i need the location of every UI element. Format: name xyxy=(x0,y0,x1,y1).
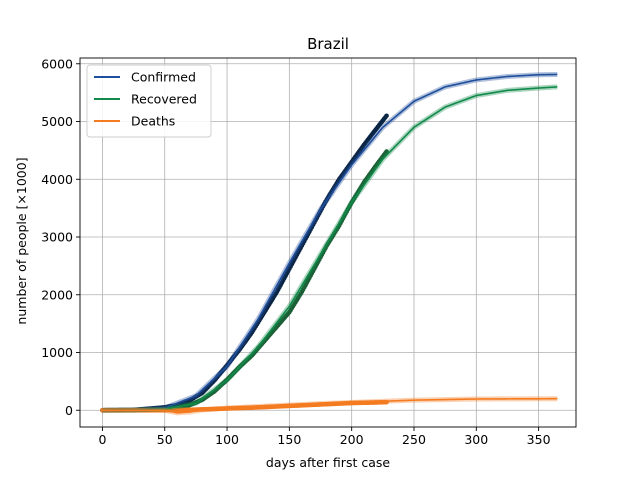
x-tick-label: 250 xyxy=(402,432,426,447)
x-axis-label: days after first case xyxy=(266,455,390,470)
series-line-confirmed xyxy=(102,73,558,412)
series-line-deaths xyxy=(102,397,558,414)
legend-box xyxy=(86,64,212,138)
data-layer xyxy=(100,71,558,416)
x-tick-label: 0 xyxy=(98,432,106,447)
x-tick-label: 200 xyxy=(340,432,364,447)
y-tick-label: 1000 xyxy=(41,345,73,360)
legend-label-confirmed: Confirmed xyxy=(131,70,196,85)
x-tick-label: 150 xyxy=(277,432,301,447)
y-tick-label: 4000 xyxy=(41,172,73,187)
series-line-recovered xyxy=(102,86,558,412)
x-tick-label: 100 xyxy=(215,432,239,447)
x-tick-label: 50 xyxy=(157,432,173,447)
legend-label-deaths: Deaths xyxy=(131,114,175,129)
x-tick-label: 300 xyxy=(464,432,488,447)
axes-frame xyxy=(79,57,577,428)
legend-label-recovered: Recovered xyxy=(131,92,197,107)
y-tick-label: 6000 xyxy=(41,56,73,71)
chart-title: Brazil xyxy=(307,35,349,53)
y-tick-label: 5000 xyxy=(41,114,73,129)
x-tick-label: 350 xyxy=(527,432,551,447)
plot-area: 0 50 100 150 200 250 300 350 0 1000 2000 3000 4000 50… xyxy=(41,56,577,447)
y-axis-label: number of people [×1000] xyxy=(14,157,29,324)
data-point xyxy=(384,149,389,154)
y-tick-label: 0 xyxy=(65,403,73,418)
data-point xyxy=(384,113,389,119)
y-tick-label: 3000 xyxy=(41,230,73,245)
y-tick-label: 2000 xyxy=(41,287,73,302)
